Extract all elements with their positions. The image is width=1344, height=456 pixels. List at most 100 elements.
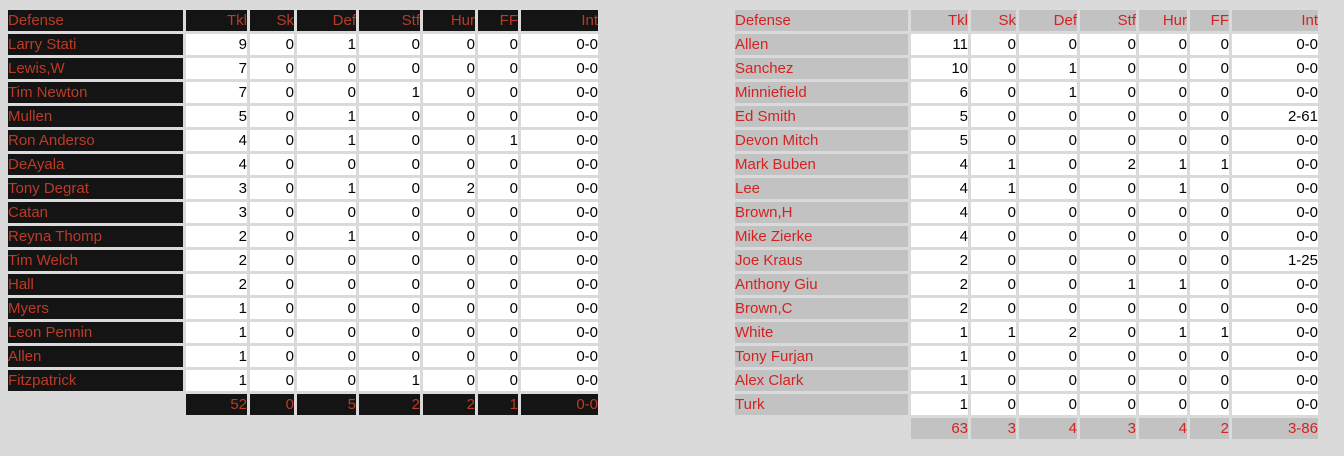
stat-value-cell: 0 [297, 82, 356, 103]
stat-value-cell: 0 [478, 346, 518, 367]
stat-value-cell: 0 [1139, 394, 1187, 415]
stat-value-cell: 4 [911, 226, 968, 247]
stat-value-cell: 0 [423, 250, 475, 271]
stat-value-cell: 10 [911, 58, 968, 79]
stat-value-cell: 0 [423, 274, 475, 295]
stat-value-cell: 0 [297, 274, 356, 295]
stat-value-cell: 0 [359, 250, 420, 271]
stat-value-cell: 4 [911, 154, 968, 175]
player-name-cell: Lewis,W [8, 58, 183, 79]
stat-value-cell: 0 [478, 322, 518, 343]
player-row: DeAyala 4 0 0 0 0 0 0-0 [8, 154, 598, 175]
player-row: Tim Welch 2 0 0 0 0 0 0-0 [8, 250, 598, 271]
stat-value-cell: 0 [250, 370, 294, 391]
stat-value-cell: 0-0 [1232, 154, 1318, 175]
totals-row: 63 3 4 3 4 2 3-86 [735, 418, 1318, 439]
column-header-int: Int [521, 10, 598, 31]
stat-value-cell: 1 [971, 178, 1016, 199]
stat-value-cell: 0 [1139, 226, 1187, 247]
stat-value-cell: 0 [478, 298, 518, 319]
stat-value-cell: 1 [1080, 274, 1136, 295]
player-name-cell: Allen [735, 34, 908, 55]
stat-value-cell: 1 [1019, 58, 1077, 79]
stat-value-cell: 1 [186, 346, 247, 367]
player-name-cell: Allen [8, 346, 183, 367]
stat-value-cell: 1 [911, 346, 968, 367]
column-header-tkl: Tkl [911, 10, 968, 31]
stat-value-cell: 1 [1190, 154, 1229, 175]
stat-value-cell: 1 [971, 322, 1016, 343]
player-name-cell: Turk [735, 394, 908, 415]
stat-value-cell: 2 [186, 250, 247, 271]
stat-value-cell: 0 [478, 178, 518, 199]
stat-value-cell: 0-0 [1232, 82, 1318, 103]
stat-value-cell: 0-0 [1232, 298, 1318, 319]
stat-value-cell: 0 [1080, 82, 1136, 103]
total-value-cell: 52 [186, 394, 247, 415]
stat-value-cell: 0-0 [521, 154, 598, 175]
stat-value-cell: 0 [971, 226, 1016, 247]
stat-value-cell: 0-0 [521, 34, 598, 55]
stat-value-cell: 2-61 [1232, 106, 1318, 127]
stat-value-cell: 0-0 [521, 298, 598, 319]
stat-value-cell: 0-0 [1232, 274, 1318, 295]
stat-value-cell: 0 [359, 226, 420, 247]
column-header-sk: Sk [971, 10, 1016, 31]
stat-value-cell: 4 [186, 130, 247, 151]
stat-value-cell: 0 [1139, 298, 1187, 319]
stat-value-cell: 7 [186, 82, 247, 103]
stat-value-cell: 0-0 [1232, 394, 1318, 415]
stat-value-cell: 0 [1080, 34, 1136, 55]
stat-value-cell: 0 [971, 130, 1016, 151]
stat-value-cell: 0 [478, 106, 518, 127]
stat-value-cell: 5 [911, 130, 968, 151]
stat-value-cell: 4 [911, 202, 968, 223]
player-row: Catan 3 0 0 0 0 0 0-0 [8, 202, 598, 223]
stat-value-cell: 0 [1019, 130, 1077, 151]
player-row: Allen 11 0 0 0 0 0 0-0 [735, 34, 1318, 55]
stat-value-cell: 0-0 [521, 346, 598, 367]
stat-value-cell: 0 [478, 370, 518, 391]
stat-value-cell: 0 [359, 58, 420, 79]
stat-value-cell: 1 [186, 370, 247, 391]
stat-value-cell: 2 [911, 274, 968, 295]
total-value-cell: 0-0 [521, 394, 598, 415]
player-name-cell: Tim Welch [8, 250, 183, 271]
player-row: Hall 2 0 0 0 0 0 0-0 [8, 274, 598, 295]
stat-value-cell: 0 [250, 82, 294, 103]
stat-value-cell: 0 [250, 178, 294, 199]
player-row: Mark Buben 4 1 0 2 1 1 0-0 [735, 154, 1318, 175]
total-value-cell: 5 [297, 394, 356, 415]
stat-value-cell: 0 [359, 34, 420, 55]
stat-value-cell: 0 [1139, 250, 1187, 271]
stat-value-cell: 0 [423, 58, 475, 79]
stat-value-cell: 0-0 [521, 82, 598, 103]
total-value-cell: 4 [1139, 418, 1187, 439]
stat-value-cell: 0-0 [521, 250, 598, 271]
player-row: Joe Kraus 2 0 0 0 0 0 1-25 [735, 250, 1318, 271]
stat-value-cell: 0-0 [521, 274, 598, 295]
stat-value-cell: 0 [1139, 106, 1187, 127]
stat-value-cell: 0 [1139, 82, 1187, 103]
stat-value-cell: 0 [359, 274, 420, 295]
stat-value-cell: 0 [971, 274, 1016, 295]
stat-value-cell: 1 [1019, 82, 1077, 103]
stat-value-cell: 0 [478, 58, 518, 79]
player-name-cell: Myers [8, 298, 183, 319]
player-row: Brown,C 2 0 0 0 0 0 0-0 [735, 298, 1318, 319]
stat-value-cell: 0 [1019, 298, 1077, 319]
stat-value-cell: 0 [971, 346, 1016, 367]
stat-value-cell: 0-0 [521, 322, 598, 343]
stat-value-cell: 0 [359, 202, 420, 223]
stat-value-cell: 0 [971, 370, 1016, 391]
player-name-cell: Tony Degrat [8, 178, 183, 199]
stat-value-cell: 0 [423, 82, 475, 103]
player-name-cell: Reyna Thomp [8, 226, 183, 247]
stat-value-cell: 0 [359, 298, 420, 319]
stat-value-cell: 1 [478, 130, 518, 151]
stat-value-cell: 1 [1190, 322, 1229, 343]
stat-value-cell: 1 [297, 226, 356, 247]
stat-value-cell: 0-0 [1232, 178, 1318, 199]
stat-value-cell: 0 [1080, 202, 1136, 223]
stat-value-cell: 0 [1080, 322, 1136, 343]
